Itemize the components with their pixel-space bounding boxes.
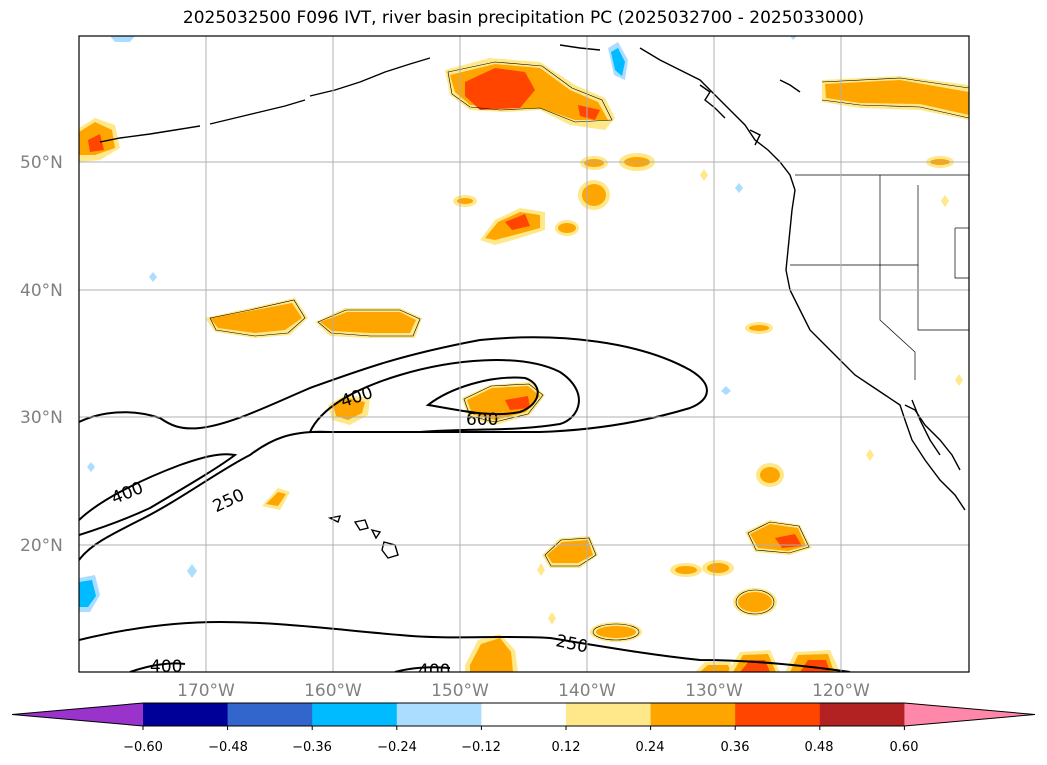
lat-label: 30°N: [20, 408, 63, 428]
colorbar-segment: [650, 703, 736, 726]
colorbar-segment: [312, 703, 398, 726]
colorbar-segment: [396, 703, 482, 726]
colorbar-tick-label: 0.12: [552, 740, 581, 755]
colorbar-segment: [481, 703, 567, 726]
colorbar-segment: [735, 703, 821, 726]
contour-label: 400: [150, 657, 182, 677]
lat-labels: 50°N 40°N 30°N 20°N: [20, 153, 63, 556]
colorbar-tick-label: 0.36: [721, 740, 750, 755]
gridlines: [79, 36, 969, 672]
colorbar-labels: −0.60 −0.48 −0.36 −0.24 −0.12 0.12 0.24 …: [123, 740, 918, 755]
state-borders: [790, 174, 969, 380]
lon-labels: 170°W 160°W 150°W 140°W 130°W 120°W: [177, 681, 870, 701]
map-title: 2025032500 F096 IVT, river basin precipi…: [182, 8, 865, 28]
lon-label: 170°W: [177, 681, 235, 701]
colorbar-tick-label: −0.36: [292, 740, 332, 755]
lon-label: 140°W: [558, 681, 616, 701]
colorbar-tick-label: 0.24: [636, 740, 665, 755]
colorbar-tick-label: −0.24: [377, 740, 417, 755]
colorbar-tick-label: −0.12: [461, 740, 501, 755]
colorbar-segment: [227, 703, 313, 726]
colorbar: [11, 702, 1036, 730]
colorbar-segment: [819, 703, 905, 726]
colorbar-segment: [566, 703, 652, 726]
precip-outlines: [209, 61, 969, 641]
lat-label: 20°N: [20, 536, 63, 556]
lon-label: 160°W: [304, 681, 362, 701]
lat-label: 50°N: [20, 153, 63, 173]
colorbar-tick-label: 0.60: [890, 740, 919, 755]
lon-label: 120°W: [812, 681, 870, 701]
colorbar-tick-label: 0.48: [805, 740, 834, 755]
colorbar-extend-high: [904, 703, 1035, 726]
map-panel: [79, 36, 969, 672]
contour-label: 400: [418, 661, 450, 681]
colorbar-segment: [143, 703, 229, 726]
coastlines: [99, 44, 966, 559]
lon-label: 130°W: [685, 681, 743, 701]
colorbar-tick-label: −0.60: [123, 740, 163, 755]
colorbar-tick-label: −0.48: [208, 740, 248, 755]
contour-label: 600: [466, 410, 498, 430]
map-frame: [78, 35, 970, 673]
lat-label: 40°N: [20, 281, 63, 301]
ivt-contours: [79, 336, 851, 672]
colorbar-extend-low: [12, 703, 143, 726]
lon-label: 150°W: [431, 681, 489, 701]
precip-shading: [79, 36, 969, 672]
